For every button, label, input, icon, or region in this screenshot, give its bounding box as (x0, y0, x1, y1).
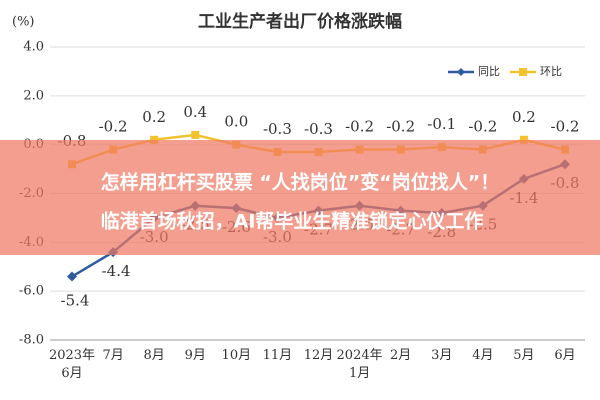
y-axis-label: (%) (12, 15, 35, 30)
data-label: -0.2 (468, 118, 497, 136)
banner-background (0, 140, 600, 255)
data-label: -0.1 (427, 115, 456, 133)
data-label: -5.4 (61, 292, 90, 310)
data-label: -0.2 (345, 118, 374, 136)
legend-label: 环比 (540, 65, 562, 78)
x-tick-label: 4月 (472, 348, 493, 363)
banner: 怎样用杠杆买股票 “人找岗位”变“岗位找人”！ 临港首场秋招，AI帮毕业生精准锁定… (0, 140, 600, 255)
legend-marker (457, 68, 465, 76)
x-tick-label: 10月 (222, 348, 252, 363)
data-label: 0.0 (224, 113, 248, 131)
data-label: -0.2 (386, 118, 415, 136)
data-label: -0.2 (551, 118, 580, 136)
y-tick-label: 4.0 (23, 40, 44, 55)
data-label: -4.4 (102, 262, 131, 280)
x-tick-label: 8月 (144, 348, 165, 363)
x-tick-label: 5月 (513, 348, 534, 363)
marker (519, 135, 528, 144)
data-label: 0.2 (512, 108, 536, 126)
x-tick-label: 7月 (102, 348, 123, 363)
y-tick-label: 2.0 (23, 88, 44, 103)
data-label: 0.2 (142, 108, 166, 126)
marker (67, 271, 77, 282)
x-tick-label: 2024年 1月 (337, 348, 383, 381)
data-label: -0.3 (304, 120, 333, 138)
data-label: 0.4 (183, 103, 207, 121)
banner-text: 怎样用杠杆买股票 “人找岗位”变“岗位找人”！ (101, 171, 500, 194)
chart-title: 工业生产者出厂价格涨跌幅 (198, 11, 402, 32)
data-label: -0.2 (99, 118, 128, 136)
marker (150, 135, 159, 144)
x-tick-label: 3月 (431, 348, 452, 363)
x-tick-label: 2月 (390, 348, 411, 363)
legend-label: 同比 (478, 65, 500, 78)
x-tick-label: 11月 (263, 348, 293, 363)
y-tick-label: -6.0 (19, 284, 44, 299)
x-tick-label: 12月 (304, 348, 334, 363)
banner-text: 临港首场秋招，AI帮毕业生精准锁定心仪工作 (101, 210, 484, 233)
x-tick-label: 6月 (554, 348, 575, 363)
x-tick-label: 9月 (185, 348, 206, 363)
x-tick-label: 2023年 6月 (49, 348, 95, 381)
legend-marker (519, 68, 527, 76)
data-label: -0.3 (263, 120, 292, 138)
y-tick-label: -8.0 (19, 333, 44, 348)
marker (191, 130, 200, 139)
